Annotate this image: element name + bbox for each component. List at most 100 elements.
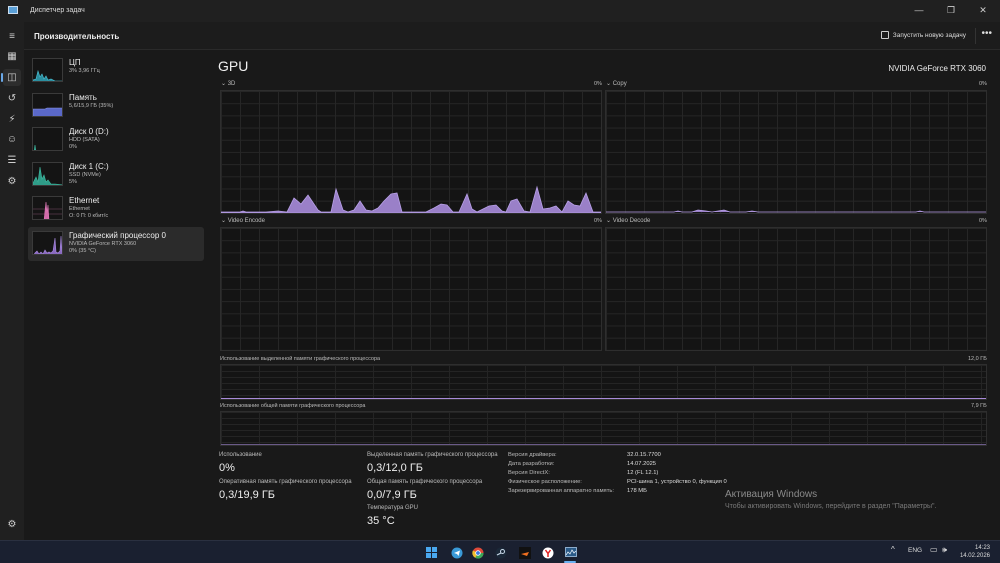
- ethernet-thumbnail-graph: [32, 196, 63, 220]
- users-icon[interactable]: ☺: [6, 134, 18, 145]
- run-task-icon: [880, 31, 889, 39]
- device-detail: SSD (NVMe): [69, 171, 101, 178]
- gpu-title: GPU: [218, 58, 249, 74]
- driver-version-value: 32.0.15.7700: [627, 452, 661, 458]
- gpu-model: NVIDIA GeForce RTX 3060: [888, 64, 986, 73]
- services-icon[interactable]: ⚙: [7, 176, 17, 187]
- processes-icon[interactable]: ▦: [7, 51, 17, 62]
- chrome-icon[interactable]: [471, 546, 484, 559]
- engine-selector-copy[interactable]: ⌄ Copy: [606, 81, 627, 87]
- driver-version-key: Версия драйвера:: [508, 452, 557, 458]
- device-name: Ethernet: [69, 196, 100, 205]
- engine-selector-3d[interactable]: ⌄ 3D: [221, 81, 236, 87]
- shared-memory-chart: [220, 411, 987, 446]
- steam-icon[interactable]: [494, 546, 507, 559]
- gpu-thumbnail-graph: [32, 230, 63, 255]
- shared-label: Общая память графического процессора: [367, 479, 483, 485]
- engine-selector-video-decode[interactable]: ⌄ Video Decode: [606, 218, 651, 224]
- engine-pct-video-decode: 0%: [979, 218, 987, 224]
- clock-date: 14.02.2026: [959, 553, 990, 559]
- device-disk-0[interactable]: Диск 0 (D:) HDD (SATA) 0%: [28, 123, 204, 158]
- shared-memory-label: Использование общей памяти графического …: [220, 403, 366, 409]
- device-usage: 5%: [69, 178, 77, 185]
- page-header: Производительность Запустить новую задач…: [24, 22, 1000, 50]
- system-clock[interactable]: 14:23 14.02.2026: [960, 544, 990, 560]
- device-memory[interactable]: Память 5,6/15,9 ГБ (35%): [28, 89, 204, 124]
- chart-copy: [605, 90, 987, 214]
- run-new-task-button[interactable]: Запустить новую задачу: [880, 31, 966, 39]
- activation-watermark-text: Чтобы активировать Windows, перейдите в …: [725, 503, 937, 510]
- activation-watermark-title: Активация Windows: [725, 489, 818, 500]
- run-task-label: Запустить новую задачу: [892, 31, 966, 39]
- device-name: Память: [69, 92, 97, 102]
- gpu-temp-value: 35 °C: [367, 515, 395, 527]
- engine-pct-video-encode: 0%: [594, 218, 602, 224]
- directx-version-key: Версия DirectX:: [508, 470, 550, 476]
- start-icon[interactable]: [425, 546, 438, 559]
- input-language-indicator[interactable]: ENG: [908, 547, 923, 554]
- device-detail: 3% 3,96 ГГц: [69, 68, 100, 74]
- device-name: Графический процессор 0: [69, 230, 166, 240]
- chart-video-decode: [605, 227, 987, 351]
- shared-value: 0,0/7,9 ГБ: [367, 489, 417, 501]
- taskbar: ^ ENG ▭ 🕪 14:23 14.02.2026: [0, 540, 1000, 563]
- more-options-button[interactable]: •••: [981, 28, 992, 39]
- dedicated-memory-max: 12,0 ГБ: [968, 356, 987, 362]
- dedicated-label: Выделенная память графического процессор…: [367, 452, 498, 458]
- cpu-thumbnail-graph: [32, 58, 63, 82]
- gpu-ram-label: Оперативная память графического процессо…: [219, 479, 352, 485]
- divider: [975, 28, 976, 44]
- usage-value: 0%: [219, 462, 235, 474]
- telegram-icon[interactable]: [450, 546, 463, 559]
- physical-location-value: PCI-шина 1, устройство 0, функция 0: [627, 479, 727, 485]
- device-name: ЦП: [69, 58, 81, 67]
- device-cpu[interactable]: ЦП 3% 3,96 ГГц: [28, 54, 204, 89]
- chart-video-encode: [220, 227, 602, 351]
- shared-memory-max: 7,9 ГБ: [971, 403, 987, 409]
- device-name: Диск 0 (D:): [69, 127, 109, 136]
- engine-selector-video-encode[interactable]: ⌄ Video Encode: [221, 218, 265, 224]
- main-panel: Производительность Запустить новую задач…: [24, 22, 1000, 540]
- driver-date-value: 14.07.2025: [627, 461, 657, 467]
- minimize-button[interactable]: —: [914, 5, 924, 15]
- usage-label: Использование: [219, 452, 262, 458]
- gpu-ram-value: 0,3/19,9 ГБ: [219, 489, 275, 501]
- dedicated-value: 0,3/12,0 ГБ: [367, 462, 423, 474]
- dedicated-memory-label: Использование выделенной памяти графичес…: [220, 356, 381, 362]
- dedicated-memory-line: [221, 397, 986, 399]
- device-detail: NVIDIA GeForce RTX 3060: [69, 240, 137, 247]
- device-usage: 0%: [69, 144, 77, 150]
- device-usage: О: 0 П: 0 кбит/с: [69, 213, 109, 219]
- hamburger-menu-icon[interactable]: ≡: [9, 31, 15, 42]
- task-manager-icon[interactable]: [564, 546, 577, 559]
- device-name: Диск 1 (C:): [69, 161, 109, 171]
- game-launcher-icon[interactable]: [518, 546, 531, 559]
- network-icon[interactable]: ▭: [930, 545, 938, 554]
- device-gpu-0[interactable]: Графический процессор 0 NVIDIA GeForce R…: [28, 226, 204, 261]
- device-detail: HDD (SATA): [69, 137, 100, 143]
- engine-pct-copy: 0%: [979, 81, 987, 87]
- device-detail: Ethernet: [69, 206, 90, 212]
- device-ethernet[interactable]: Ethernet Ethernet О: 0 П: 0 кбит/с: [28, 192, 204, 227]
- yandex-browser-icon[interactable]: [541, 546, 554, 559]
- window-title: Диспетчер задач: [30, 7, 85, 14]
- maximize-button[interactable]: ❐: [946, 5, 956, 15]
- show-hidden-icons-chevron-icon[interactable]: ^: [891, 545, 895, 554]
- performance-icon[interactable]: ◫: [1, 69, 21, 86]
- close-button[interactable]: ✕: [979, 5, 987, 15]
- details-icon[interactable]: ☰: [7, 155, 17, 166]
- disk0-thumbnail-graph: [32, 127, 63, 151]
- startup-apps-icon[interactable]: ⚡: [8, 114, 16, 125]
- device-disk-1[interactable]: Диск 1 (C:) SSD (NVMe) 5%: [28, 158, 204, 193]
- title-bar: Диспетчер задач — ❐ ✕: [0, 0, 1000, 22]
- active-app-indicator: [564, 561, 576, 563]
- reserved-memory-value: 178 МБ: [627, 488, 647, 494]
- chart-3d: [220, 90, 602, 214]
- disk1-thumbnail-graph: [32, 161, 63, 186]
- settings-gear-icon[interactable]: ⚙: [7, 519, 17, 530]
- left-navigation: ≡ ▦ ◫ ↺ ⚡ ☺ ☰ ⚙ ⚙: [0, 22, 24, 540]
- dedicated-memory-chart: [220, 364, 987, 400]
- app-history-icon[interactable]: ↺: [7, 93, 17, 104]
- volume-icon[interactable]: 🕪: [942, 545, 948, 554]
- device-list: ЦП 3% 3,96 ГГц Память 5,6/15,9 ГБ (35%) …: [28, 54, 204, 261]
